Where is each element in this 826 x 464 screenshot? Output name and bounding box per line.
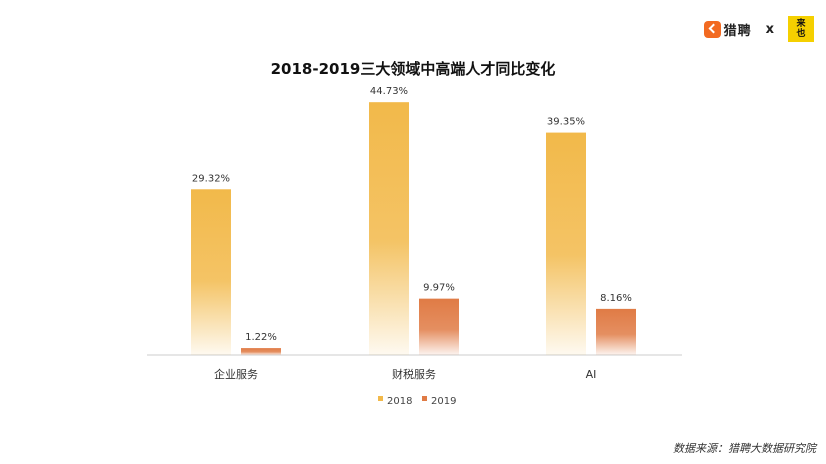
- data-label-2019-2: 8.16%: [600, 293, 632, 304]
- data-source-note: 数据来源：猎聘大数据研究院: [673, 442, 816, 455]
- collab-x: x: [765, 21, 774, 37]
- x-tick-label-1: 财税服务: [392, 367, 436, 381]
- legend-swatch-2018: [378, 396, 383, 401]
- laiye-logo-top: 来: [796, 19, 806, 29]
- chart-title: 2018-2019三大领域中高端人才同比变化: [270, 60, 556, 78]
- liepin-logo-icon: [703, 20, 721, 38]
- data-label-2019-0: 1.22%: [245, 332, 277, 343]
- laiye-logo: 来 也: [788, 16, 814, 42]
- bar-2018-0: [191, 189, 231, 355]
- data-label-2018-0: 29.32%: [192, 173, 230, 184]
- data-label-2019-1: 9.97%: [423, 283, 455, 294]
- bar-2018-2: [546, 132, 586, 355]
- x-tick-label-0: 企业服务: [214, 367, 258, 381]
- laiye-logo-bottom: 也: [796, 29, 806, 39]
- bar-2019-1: [419, 298, 459, 355]
- legend-label-2019: 2019: [431, 396, 456, 407]
- bar-2019-0: [241, 348, 281, 355]
- bar-2019-2: [596, 308, 636, 355]
- x-tick-label-2: AI: [586, 368, 597, 381]
- data-label-2018-1: 44.73%: [370, 86, 408, 97]
- bar-2018-1: [369, 102, 409, 356]
- liepin-logo-text: 猎聘: [723, 23, 752, 39]
- logo-area: 猎聘 x 来 也: [703, 15, 814, 43]
- legend-swatch-2019: [422, 396, 427, 401]
- data-label-2018-2: 39.35%: [547, 117, 585, 128]
- legend-label-2018: 2018: [387, 396, 412, 407]
